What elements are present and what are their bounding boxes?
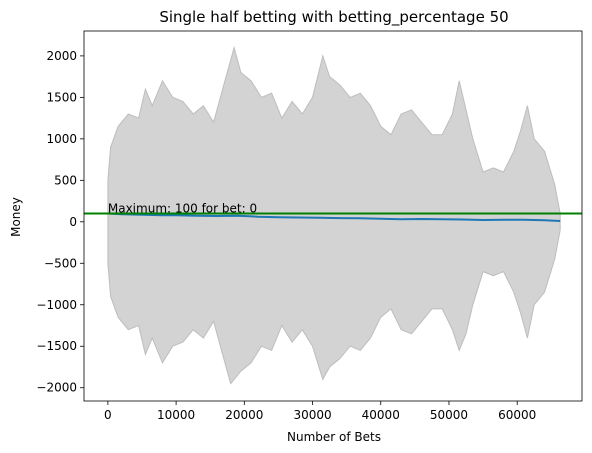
y-tick-label: −2000: [36, 381, 77, 395]
y-tick-label: 1000: [46, 132, 77, 146]
y-tick-label: 500: [54, 173, 77, 187]
plot-area: [83, 30, 583, 402]
y-tick-label: −500: [44, 256, 77, 270]
y-tick-label: −1000: [36, 298, 77, 312]
max-annotation: Maximum: 100 for bet: 0: [108, 202, 257, 216]
x-tick-label: 0: [104, 408, 112, 422]
y-axis-label: Money: [9, 197, 23, 237]
y-tick-label: 1500: [46, 90, 77, 104]
series-line: [107, 212, 561, 222]
plot-frame: [83, 30, 583, 402]
y-tick-label: 0: [69, 215, 77, 229]
x-tick-label: 50000: [430, 408, 468, 422]
x-tick-label: 60000: [498, 408, 536, 422]
x-axis-label: Number of Bets: [287, 430, 381, 444]
x-tick-label: 10000: [157, 408, 195, 422]
range-band: [107, 45, 561, 385]
x-tick-label: 30000: [293, 408, 331, 422]
y-axis: −2000 −1500 −1000 −500 0 500 1000 1500 2000: [36, 49, 84, 395]
y-tick-label: −1500: [36, 339, 77, 353]
x-tick-label: 40000: [362, 408, 400, 422]
y-tick-label: 2000: [46, 49, 77, 63]
x-tick-label: 20000: [225, 408, 263, 422]
x-axis: 0 10000 20000 30000 40000 50000 60000: [104, 401, 536, 422]
chart-title: Single half betting with betting_percent…: [159, 8, 508, 27]
